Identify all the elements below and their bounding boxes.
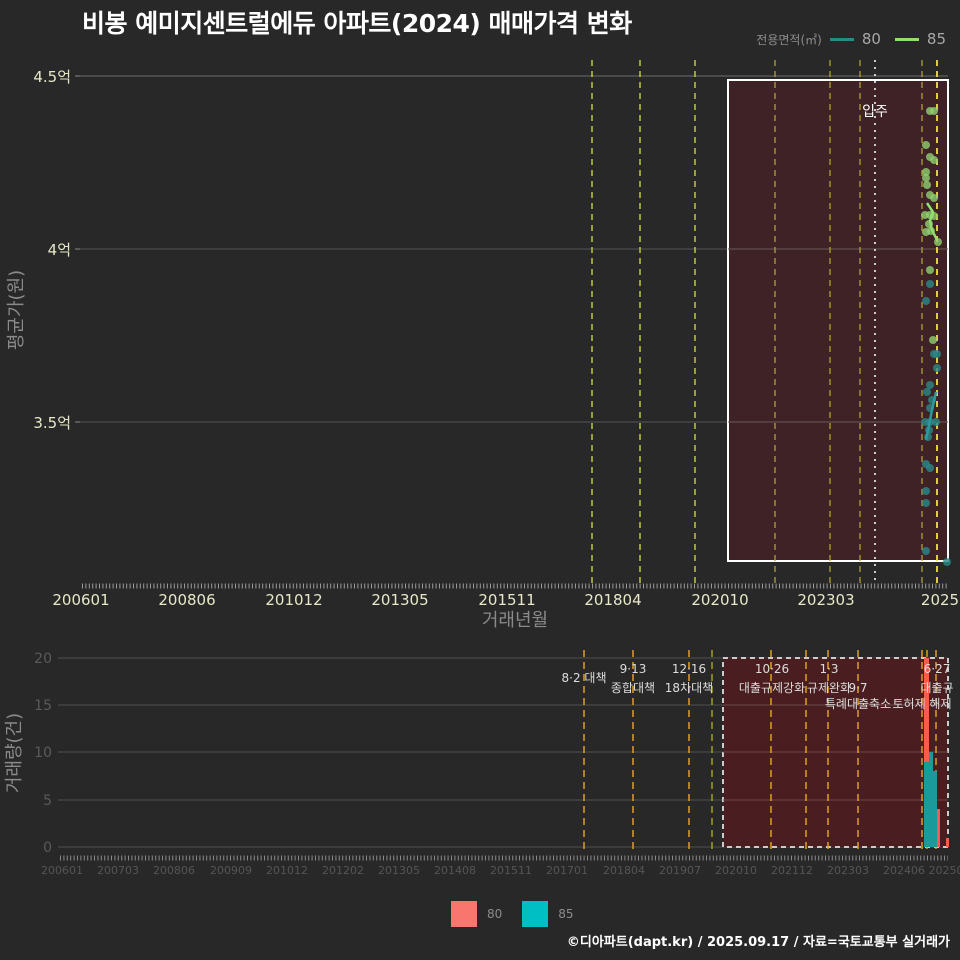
svg-text:0: 0	[43, 840, 52, 856]
svg-text:201511: 201511	[478, 591, 535, 609]
legend-swatch-80	[451, 901, 477, 927]
svg-text:201012: 201012	[266, 864, 308, 877]
svg-text:대출규: 대출규	[920, 681, 953, 695]
svg-text:200703: 200703	[97, 864, 139, 877]
svg-text:12·16: 12·16	[672, 662, 706, 676]
highlight-box	[727, 79, 949, 562]
svg-text:200601: 200601	[41, 864, 83, 877]
y-axis-label-volume: 거래량(건)	[4, 713, 25, 793]
svg-text:20: 20	[34, 651, 52, 667]
legend-top: 전용면적(㎡) 80 85	[756, 30, 952, 48]
legend-key-80	[829, 37, 854, 41]
series-80-line	[924, 391, 938, 441]
svg-text:20250: 20250	[929, 864, 960, 877]
svg-text:15: 15	[34, 698, 52, 714]
series-80-points	[921, 280, 951, 566]
svg-text:대출규제강화: 대출규제강화	[739, 681, 805, 695]
svg-text:토허제 해제: 토허제 해제	[892, 697, 951, 711]
svg-text:201202: 201202	[322, 864, 364, 877]
svg-text:202010: 202010	[715, 864, 757, 877]
y-tick-4.5: 4.5억	[33, 68, 71, 86]
svg-text:201408: 201408	[434, 864, 476, 877]
svg-text:규제완화: 규제완화	[807, 681, 851, 695]
y-tick-3.5: 3.5억	[33, 414, 71, 432]
legend-swatch-85	[522, 901, 549, 927]
svg-text:201305: 201305	[371, 591, 428, 609]
volume-bars	[924, 658, 949, 847]
svg-text:9·7: 9·7	[848, 681, 867, 695]
legend-title: 전용면적(㎡)	[756, 32, 822, 47]
svg-text:202010: 202010	[691, 591, 748, 609]
svg-text:8·2 대책: 8·2 대책	[562, 670, 607, 685]
x-axis-label: 거래년월	[482, 610, 548, 631]
move-in-annotation: 입주	[862, 104, 888, 120]
y-axis-label: 평균가(원)	[6, 270, 27, 350]
svg-text:200601: 200601	[52, 591, 109, 609]
legend-label-85: 85	[926, 30, 946, 48]
x-tick-labels: 200601 200806 201012 201305 201511 20180…	[52, 591, 959, 609]
svg-text:202406: 202406	[883, 864, 925, 877]
svg-text:200806: 200806	[158, 591, 215, 609]
svg-text:201511: 201511	[490, 864, 532, 877]
svg-text:특례대출축소: 특례대출축소	[825, 697, 891, 711]
policy-annotations: 8·2 대책 9·13 종합대책 12·16 18차대책 10·26 대출규제강…	[562, 662, 954, 711]
svg-text:200806: 200806	[153, 864, 195, 877]
legend-label-80: 80	[861, 30, 881, 48]
svg-text:201701: 201701	[546, 864, 588, 877]
svg-text:201012: 201012	[265, 591, 322, 609]
y-tick-4: 4억	[48, 241, 71, 259]
y-tick-labels-volume: 20 15 10 5 0	[34, 651, 52, 856]
series-85-line	[925, 202, 939, 241]
source-caption: ©디아파트(dapt.kr) / 2025.09.17 / 자료=국토교통부 실…	[566, 935, 950, 950]
legend-bottom-label-80: 80	[487, 907, 503, 921]
svg-text:200909: 200909	[210, 864, 252, 877]
svg-text:1·3: 1·3	[819, 662, 838, 676]
x-tick-labels-volume: 200601 200703 200806 200909 201012 20120…	[41, 864, 960, 877]
svg-text:201907: 201907	[659, 864, 701, 877]
svg-text:201804: 201804	[584, 591, 641, 609]
legend-bottom-label-85: 85	[558, 907, 574, 921]
legend-bottom: 80 85	[451, 901, 574, 927]
svg-text:202112: 202112	[771, 864, 813, 877]
svg-text:5: 5	[43, 793, 52, 809]
price-chart: 4.5억 4억 3.5억 평균가(원) 입주	[6, 60, 959, 631]
svg-text:201804: 201804	[603, 864, 645, 877]
svg-text:종합대책: 종합대책	[611, 680, 655, 695]
legend-key-85	[894, 37, 919, 41]
chart-title: 비봉 예미지센트럴에듀 아파트(2024) 매매가격 변화	[82, 9, 632, 38]
svg-text:9·13: 9·13	[620, 662, 647, 676]
svg-text:201305: 201305	[378, 864, 420, 877]
svg-text:202303: 202303	[797, 591, 854, 609]
volume-chart: 20 15 10 5 0 거래량(건)	[4, 650, 960, 877]
svg-text:10: 10	[34, 745, 52, 761]
svg-text:18차대책: 18차대책	[665, 680, 713, 695]
svg-text:6·27: 6·27	[924, 662, 951, 676]
svg-text:10·26: 10·26	[755, 662, 789, 676]
svg-text:202303: 202303	[827, 864, 869, 877]
svg-text:2025: 2025	[921, 591, 959, 609]
